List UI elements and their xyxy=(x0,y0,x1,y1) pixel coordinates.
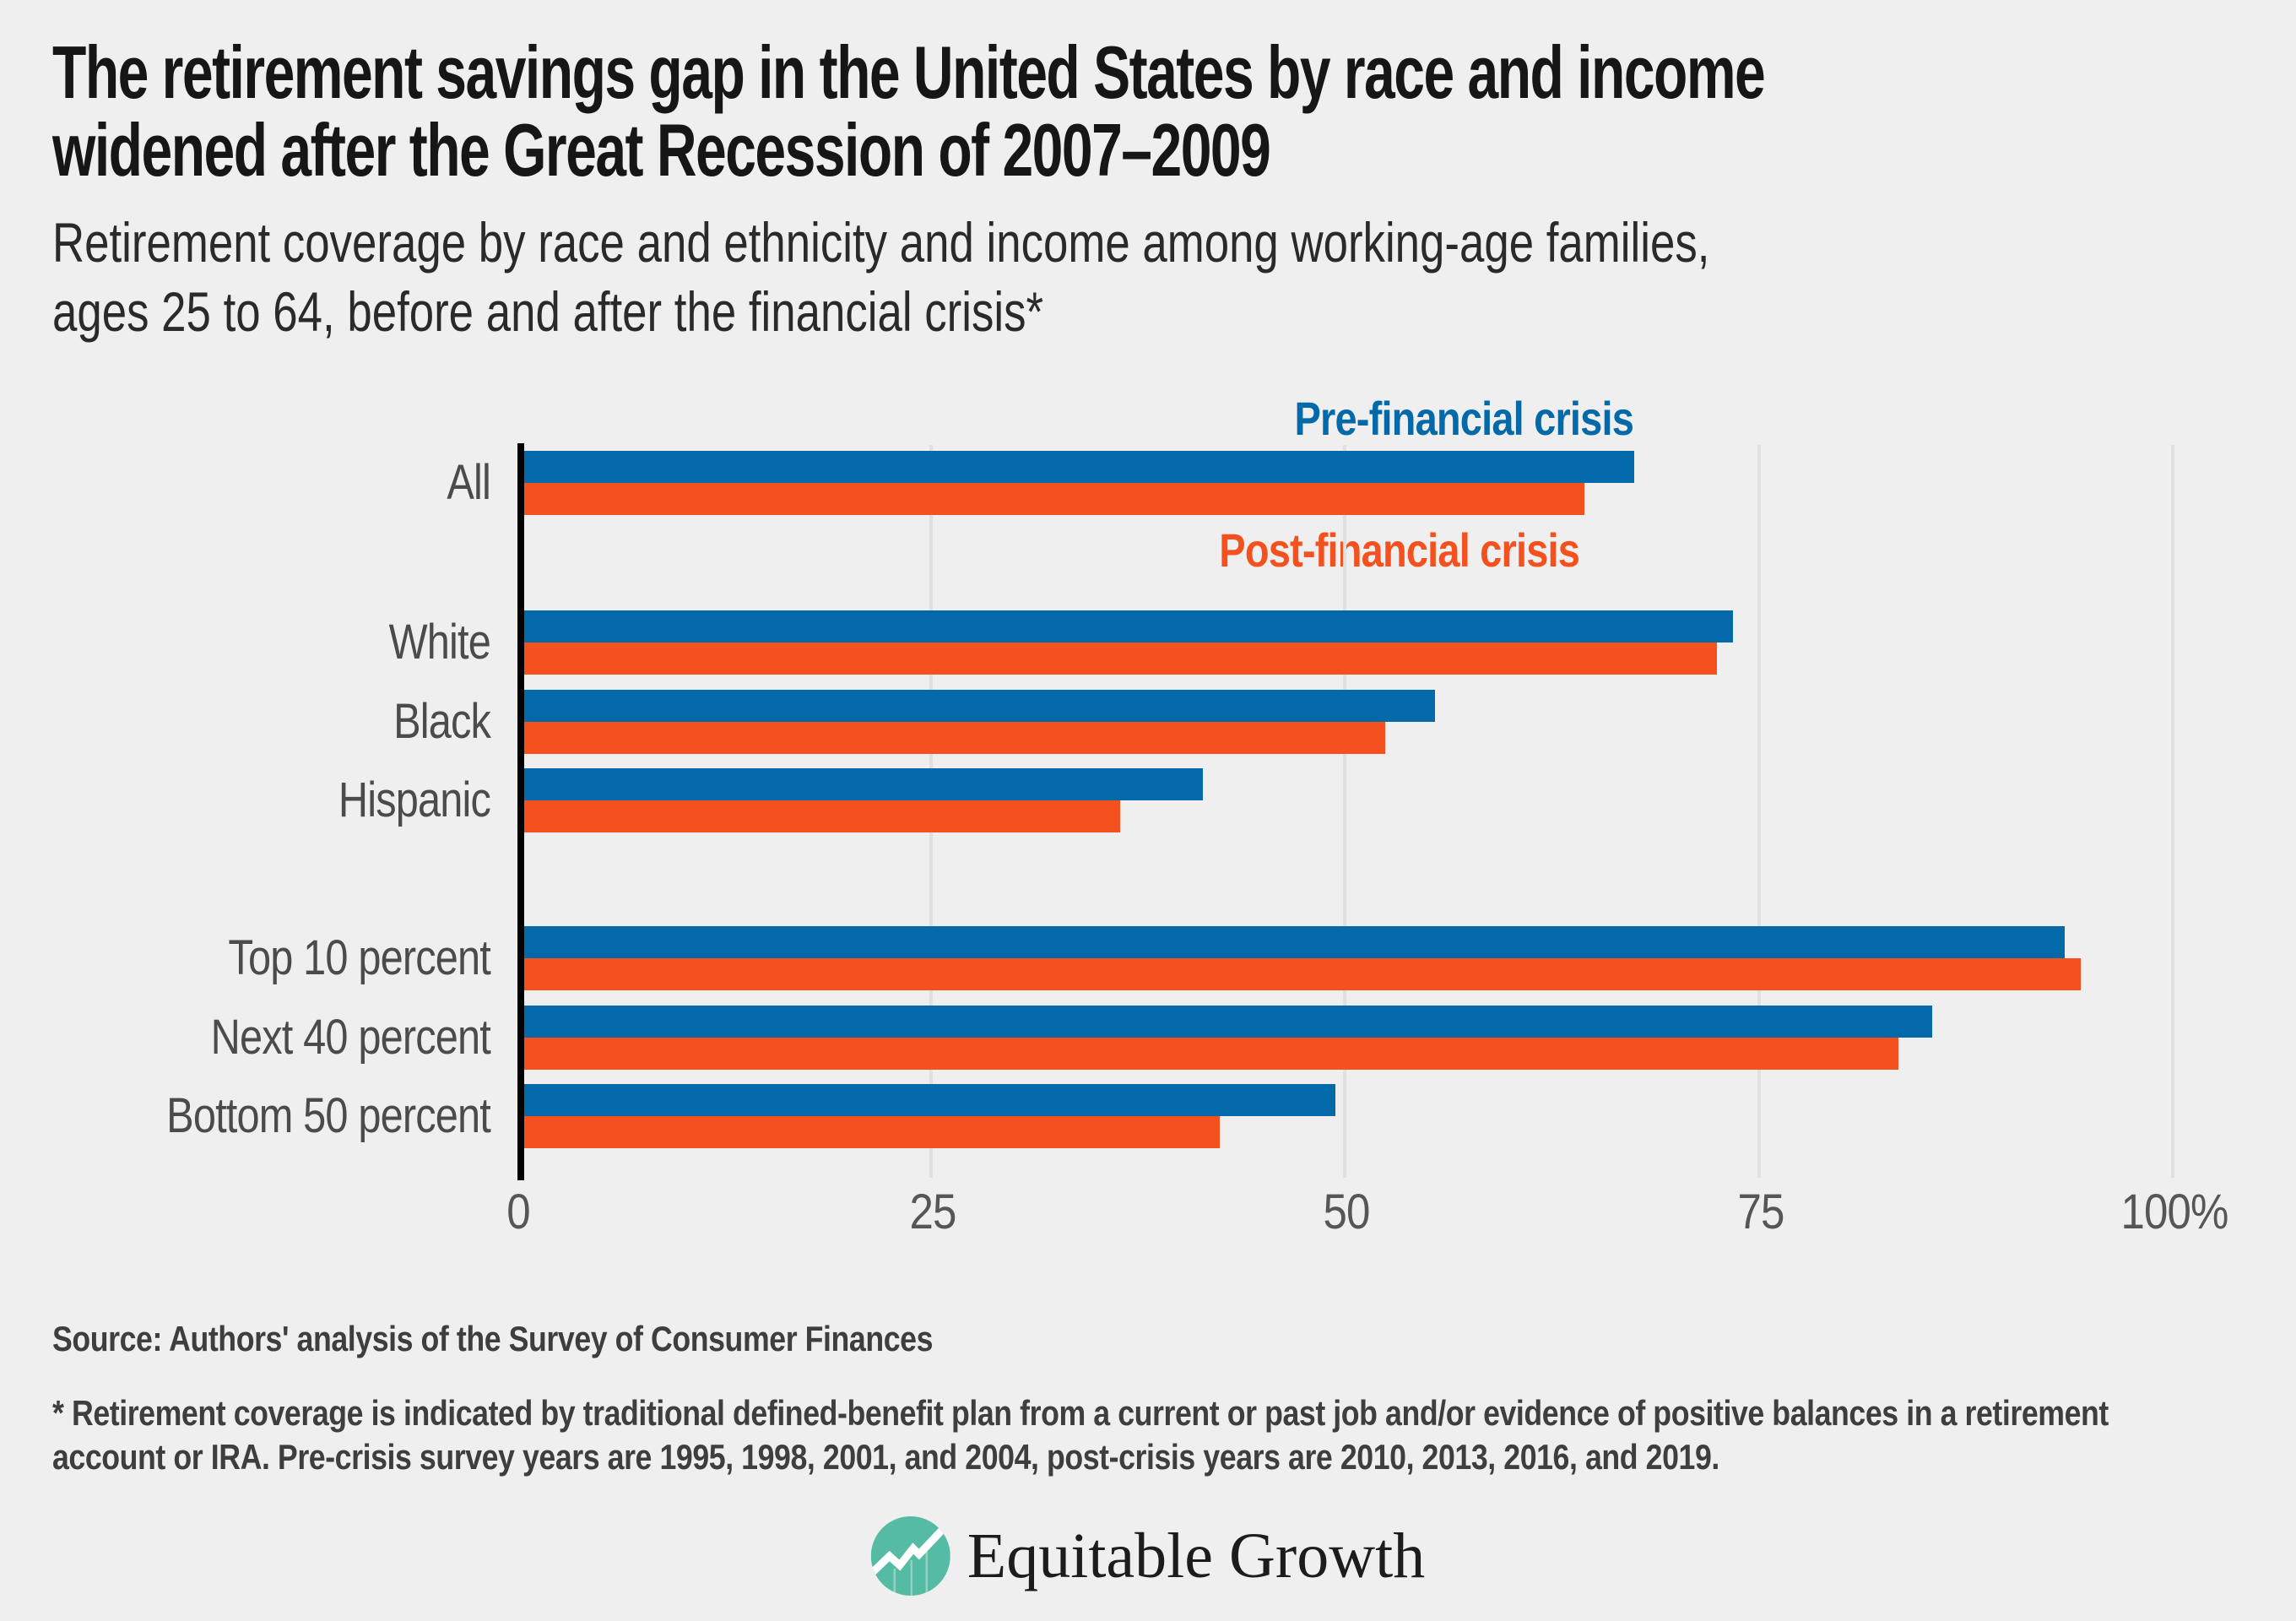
legend-post-financial-crisis: Post-financial crisis xyxy=(1219,523,1580,577)
category-label-all: All xyxy=(447,455,490,510)
category-label-white: White xyxy=(388,615,491,670)
bar-post-white xyxy=(524,642,1717,675)
plot-area: Pre-financial crisis Post-financial cris… xyxy=(166,392,2228,1239)
trend-line-circle-icon xyxy=(870,1516,950,1596)
category-label-top-10-percent: Top 10 percent xyxy=(228,930,490,985)
bar-post-bottom-50-percent xyxy=(524,1116,1221,1148)
bar-pre-next-40-percent xyxy=(524,1006,1932,1038)
category-label-black: Black xyxy=(393,694,491,749)
bar-pre-bottom-50-percent xyxy=(524,1084,1336,1116)
logo-text: Equitable Growth xyxy=(967,1520,1426,1591)
x-tick-0: 0 xyxy=(506,1185,530,1239)
gridline-75 xyxy=(1757,445,1761,1178)
x-tick-100: 100% xyxy=(2120,1185,2228,1239)
footnote: * Retirement coverage is indicated by tr… xyxy=(52,1393,2109,1477)
bar-pre-hispanic xyxy=(524,768,1204,800)
bar-pre-top-10-percent xyxy=(524,926,2065,958)
equitable-growth-logo: Equitable Growth xyxy=(870,1516,1426,1596)
chart-subtitle-line-2: ages 25 to 64, before and after the fina… xyxy=(52,280,1044,343)
chart-subtitle: Retirement coverage by race and ethnicit… xyxy=(52,208,2124,346)
bar-pre-black xyxy=(524,690,1436,722)
source-note: Source: Authors' analysis of the Survey … xyxy=(52,1319,934,1358)
bar-post-all xyxy=(524,483,1584,515)
gridline-50 xyxy=(1343,445,1346,1178)
category-label-next-40-percent: Next 40 percent xyxy=(210,1010,491,1065)
bar-post-hispanic xyxy=(524,800,1121,832)
category-label-bottom-50-percent: Bottom 50 percent xyxy=(166,1088,491,1143)
x-tick-25: 25 xyxy=(908,1185,956,1239)
chart-subtitle-line-1: Retirement coverage by race and ethnicit… xyxy=(52,211,1710,274)
bar-post-next-40-percent xyxy=(524,1038,1899,1070)
bar-pre-white xyxy=(524,610,1734,642)
category-label-hispanic: Hispanic xyxy=(338,773,491,827)
bar-post-top-10-percent xyxy=(524,958,2082,990)
y-axis-line xyxy=(517,443,524,1180)
bar-post-black xyxy=(524,722,1386,754)
chart-title: The retirement savings gap in the United… xyxy=(52,34,2296,189)
gridline-100 xyxy=(2171,445,2174,1178)
chart-title-line-2: widened after the Great Recession of 200… xyxy=(52,108,1271,192)
x-tick-75: 75 xyxy=(1736,1185,1784,1239)
bar-pre-all xyxy=(524,451,1634,483)
legend-pre-financial-crisis: Pre-financial crisis xyxy=(1294,392,1633,445)
x-tick-50: 50 xyxy=(1323,1185,1370,1239)
chart-title-line-1: The retirement savings gap in the United… xyxy=(52,30,1766,114)
